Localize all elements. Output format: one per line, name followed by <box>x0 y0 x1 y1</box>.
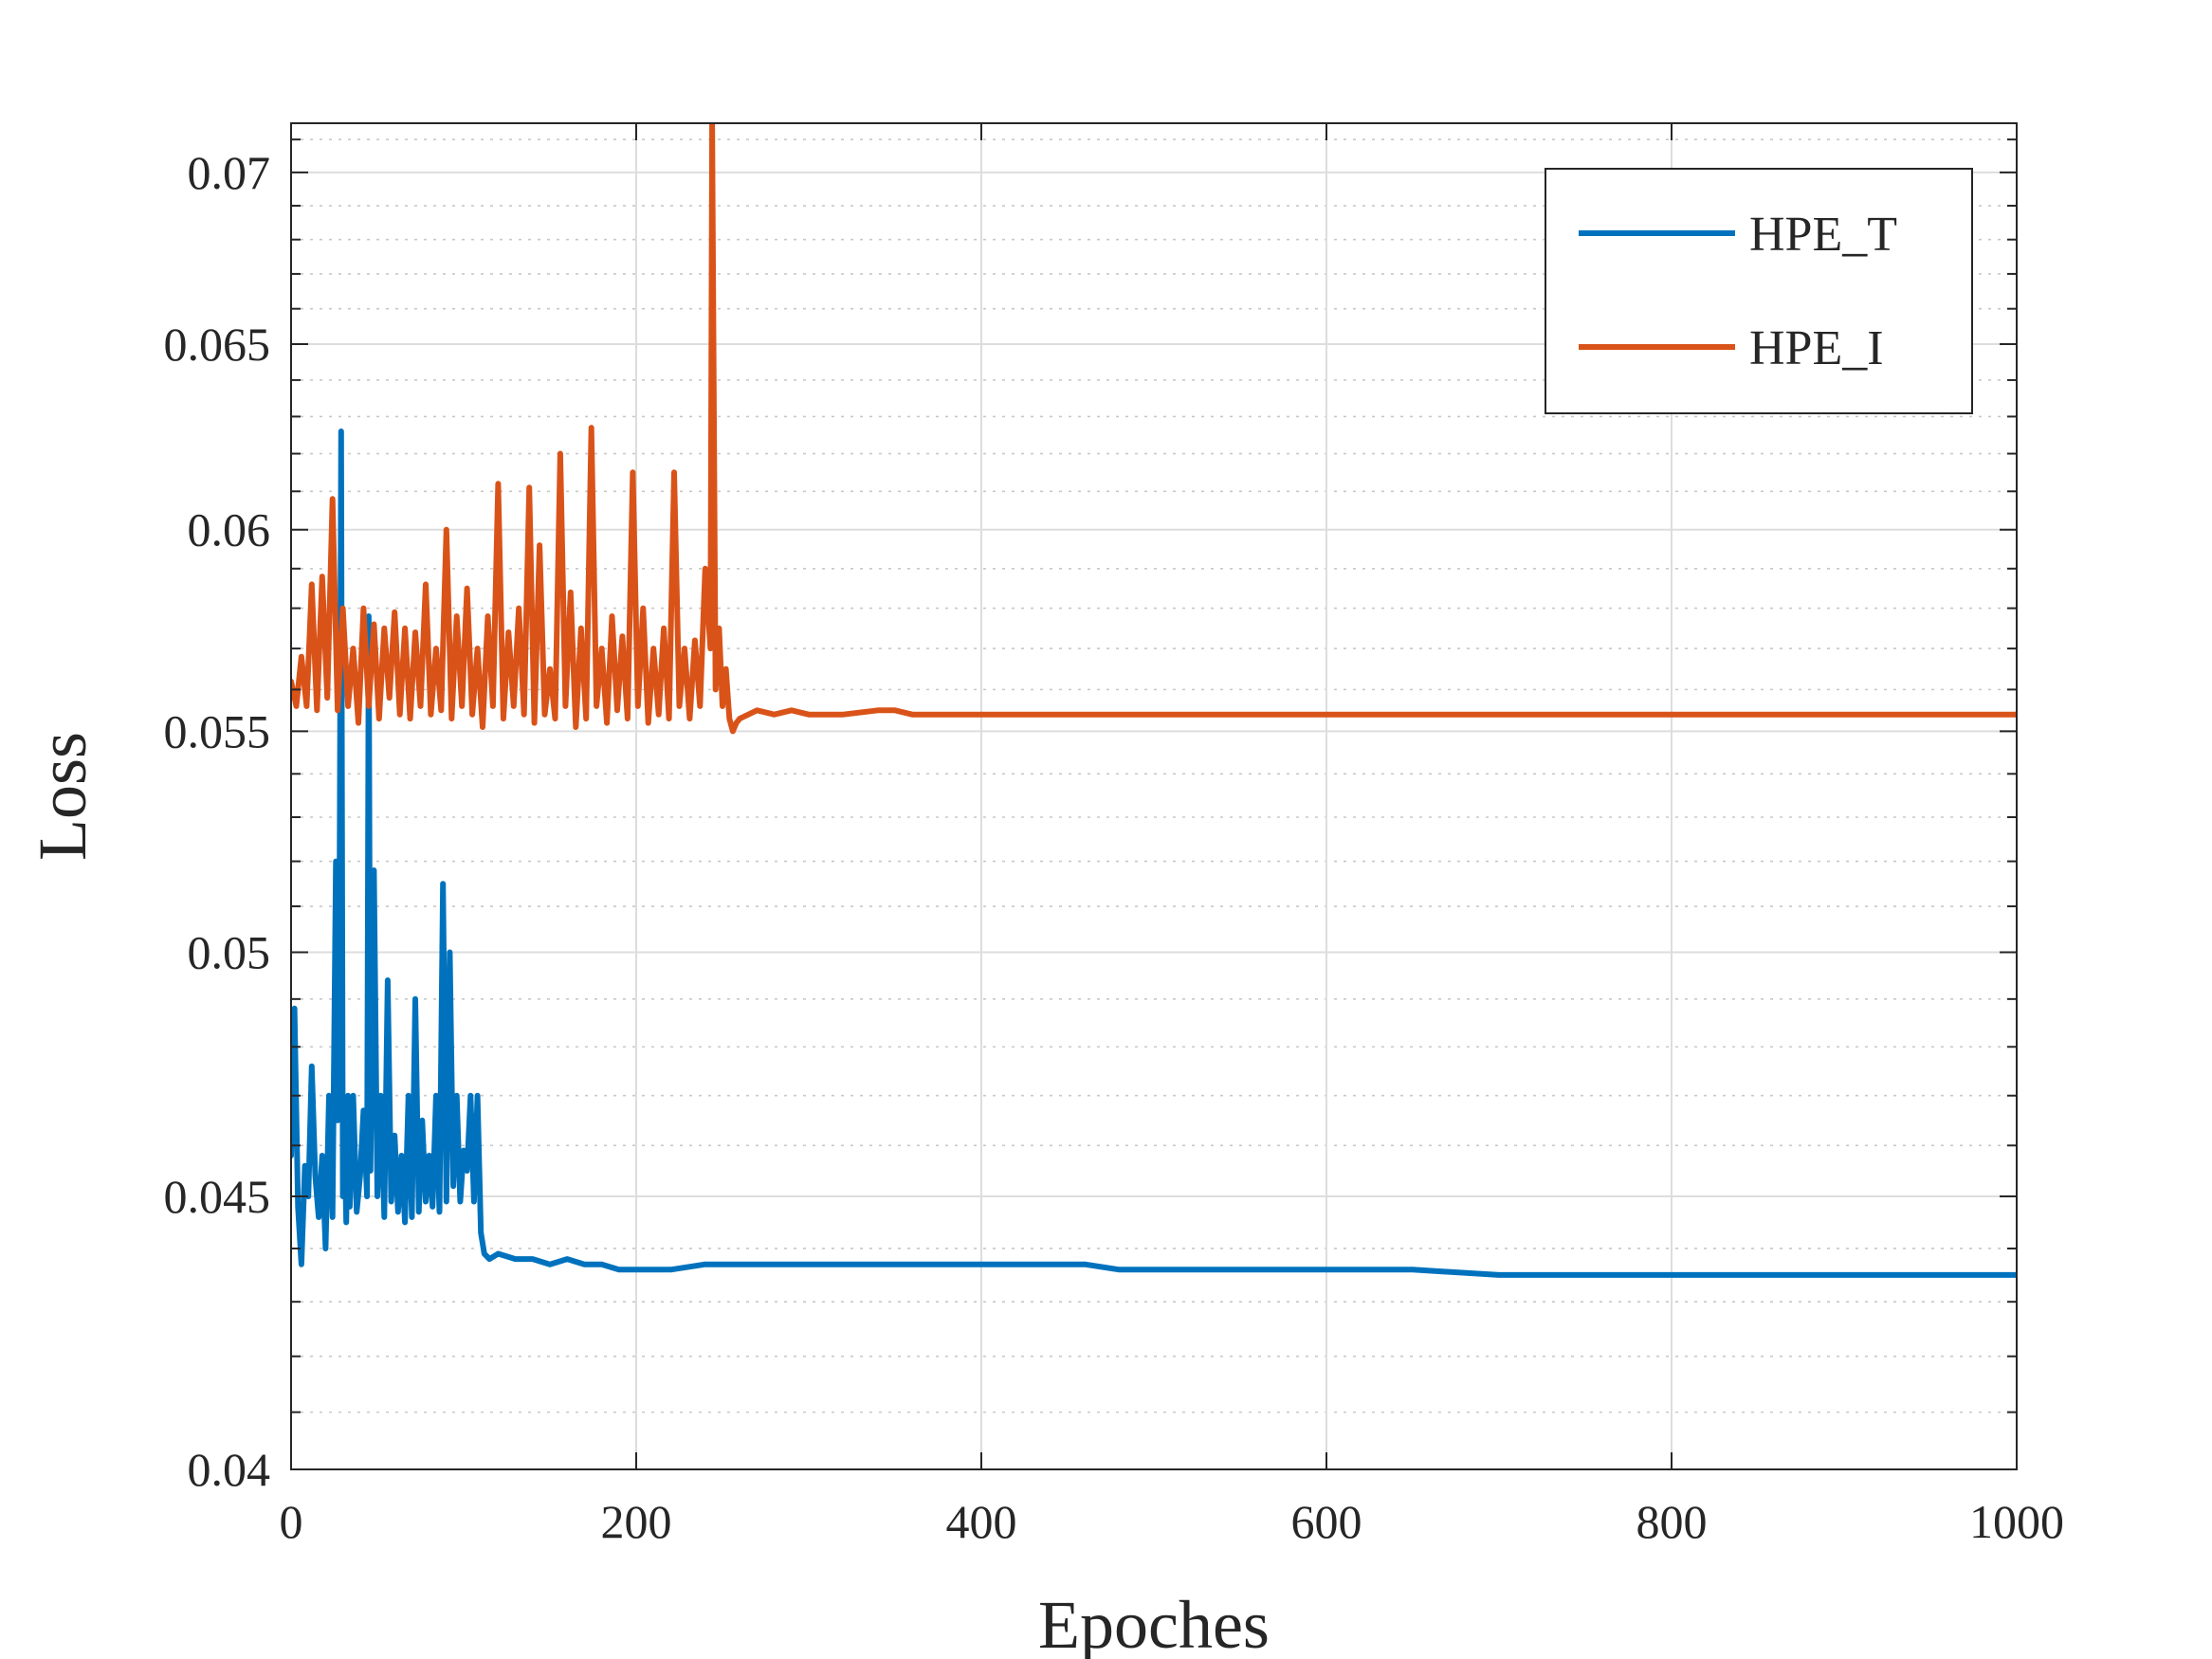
y-tick-label: 0.065 <box>164 318 271 371</box>
series-line-hpe-t <box>291 428 2017 1278</box>
grid <box>290 123 2018 1470</box>
y-tick-label: 0.055 <box>164 704 271 757</box>
legend-label-hpe-i: HPE_I <box>1749 321 1884 375</box>
series-lines <box>291 123 2017 1278</box>
axis-ticks <box>290 123 2018 1470</box>
y-tick-label: 0.04 <box>188 1443 271 1496</box>
y-axis-title: Loss <box>25 732 101 861</box>
x-tick-label: 0 <box>280 1495 303 1548</box>
x-tick-label: 800 <box>1636 1495 1708 1548</box>
y-tick-label: 0.05 <box>188 925 271 978</box>
x-tick-label: 1000 <box>1969 1495 2064 1548</box>
legend-box <box>1545 168 1973 414</box>
x-tick-label: 400 <box>946 1495 1017 1548</box>
y-tick-label: 0.07 <box>188 146 271 199</box>
series-line-hpe-i <box>291 123 2017 735</box>
x-tick-label: 200 <box>601 1495 672 1548</box>
y-tick-label: 0.06 <box>188 503 271 556</box>
legend-label-hpe-t: HPE_T <box>1749 208 1897 262</box>
x-tick-label: 600 <box>1291 1495 1362 1548</box>
plot-frame <box>290 122 2018 1470</box>
x-axis-title: Epoches <box>1038 1587 1270 1659</box>
tick-labels: 0.04 0.045 0.05 0.055 0.06 0.065 0.07 0 200 400 60… <box>164 146 2065 1548</box>
y-tick-label: 0.045 <box>164 1170 271 1223</box>
legend: HPE_T HPE_I <box>1545 168 1973 414</box>
